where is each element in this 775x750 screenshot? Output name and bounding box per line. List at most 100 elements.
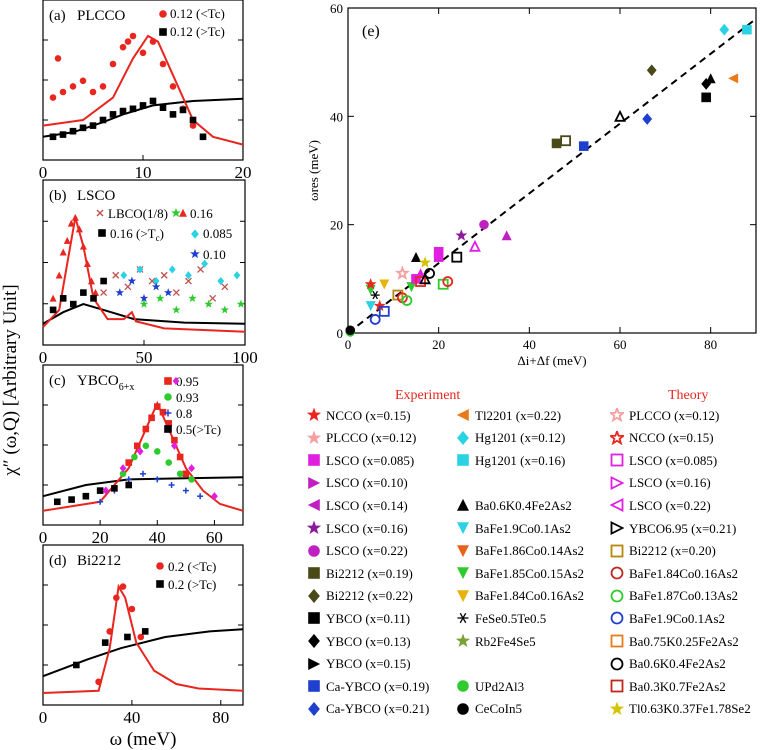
- data-point: [370, 290, 380, 300]
- legend-marker: [457, 454, 469, 466]
- legend-marker: [457, 613, 469, 624]
- legend-marker: [307, 408, 321, 421]
- legend-marker: [610, 611, 624, 625]
- data-point: [151, 282, 161, 291]
- data-point: [49, 306, 57, 314]
- legend-marker-shape: [457, 613, 469, 624]
- legend-marker: [179, 208, 187, 217]
- legend-label: BaFe1.9Co0.1As2: [475, 520, 572, 536]
- panel-a: 0 10 20 (a) PLCCO: [39, 0, 252, 182]
- data-point: [560, 135, 571, 147]
- legend-marker: [610, 701, 624, 715]
- data-point: [209, 294, 217, 302]
- data-point: [415, 276, 426, 287]
- data-point: [199, 133, 207, 141]
- legend-marker-shape: [610, 498, 624, 513]
- legend-marker-shape: [308, 588, 320, 603]
- legend-marker-shape: [457, 544, 469, 557]
- legend-label: LSCO (x=0.16): [326, 520, 408, 536]
- legend-marker: [457, 702, 469, 715]
- legend-entry: Hg1201 (x=0.12): [456, 427, 565, 449]
- x-tick-label: 20: [235, 163, 252, 182]
- legend-entry: Ca-YBCO (x=0.21): [307, 698, 429, 720]
- legend-marker-shape: [610, 453, 624, 467]
- legend-label: BaFe1.9Co0.1As2: [629, 610, 726, 626]
- legend-entry: Hg1201 (x=0.16): [456, 449, 565, 471]
- legend-marker: [308, 634, 320, 648]
- panel-frame: [347, 7, 757, 334]
- data-point: [614, 109, 626, 122]
- x-tick-label: 80: [212, 708, 229, 727]
- legend-marker: [156, 562, 164, 570]
- legend-marker: [307, 521, 321, 534]
- legend-label: Hg1201 (x=0.16): [475, 452, 566, 468]
- data-point: [185, 271, 192, 280]
- data-point: [501, 230, 512, 241]
- legend-label: 0.93: [176, 390, 199, 405]
- legend-marker-shape: [457, 522, 469, 535]
- data-point: [125, 481, 133, 489]
- legend-label: FeSe0.5Te0.5: [475, 610, 547, 626]
- data-point: [87, 277, 95, 285]
- legend-label: Tl0.63K0.37Fe1.78Se2: [629, 701, 751, 717]
- data-point: [728, 73, 739, 84]
- legend-marker: [164, 409, 172, 417]
- data-point: [119, 583, 127, 590]
- legend-entry: BaFe1.9Co0.1As2: [610, 607, 725, 629]
- data-point: [73, 661, 80, 669]
- legend-label: PLCCO (x=0.12): [629, 407, 720, 423]
- data-point: [742, 24, 752, 35]
- data-point: [100, 277, 107, 285]
- data-point: [59, 295, 67, 302]
- data-point: [119, 43, 127, 51]
- legend-marker: [610, 544, 624, 557]
- data-point: [168, 482, 175, 488]
- data-point: [124, 38, 132, 45]
- legend-marker: [457, 430, 469, 445]
- data-point: [394, 265, 410, 280]
- data-point: [112, 271, 120, 279]
- data-point: [719, 23, 730, 36]
- legend-marker-shape: [308, 476, 321, 489]
- legend-header-theory: Theory: [668, 388, 709, 403]
- panel-tag: (e): [362, 23, 380, 40]
- data-point: [176, 470, 184, 478]
- x-tick-label: 60: [206, 528, 223, 547]
- data-point: [125, 476, 132, 483]
- legend-marker-shape: [457, 567, 469, 580]
- legend-marker-shape: [308, 701, 320, 716]
- data-point: [119, 464, 127, 473]
- data-point: [169, 83, 177, 90]
- data-point: [220, 305, 230, 314]
- x-tick-label: 0: [345, 337, 352, 352]
- data-point: [70, 300, 77, 308]
- legend-entry: Ba0.6K0.4Fe2As2: [456, 494, 572, 516]
- legend-marker: [610, 634, 624, 648]
- data-point: [124, 283, 132, 291]
- data-point: [54, 55, 62, 62]
- data-point: [59, 88, 67, 96]
- data-point: [149, 38, 157, 45]
- data-point: [131, 453, 138, 461]
- legend-marker: [98, 229, 106, 237]
- data-point: [109, 111, 117, 118]
- legend-marker-shape: [308, 680, 320, 692]
- legend-entry: YBCO (x=0.13): [307, 630, 411, 652]
- panel-title: LSCO: [77, 188, 116, 204]
- legend-label: 0.085: [203, 226, 232, 241]
- legend-label: 0.5(>Tc): [176, 422, 221, 437]
- legend-entry: Tl0.63K0.37Fe1.78Se2: [610, 698, 751, 720]
- panel-e: 0 20 40 60 80 0 20 40 60 (e) Δi+Δf (meV) ωres (meV): [306, 1, 757, 368]
- data-point: [82, 492, 90, 500]
- panel-d: 0 40 80 (d) Bi2212: [39, 544, 244, 727]
- data-point: [378, 305, 390, 317]
- legend-entry: LSCO (x=0.085): [610, 449, 717, 471]
- legend-marker-shape: [610, 475, 624, 490]
- data-point: [101, 639, 109, 646]
- data-point: [63, 236, 71, 244]
- legend-marker: [308, 476, 321, 489]
- data-point: [127, 276, 137, 285]
- legend-entry: NCCO (x=0.15): [307, 404, 411, 426]
- data-point: [163, 288, 173, 297]
